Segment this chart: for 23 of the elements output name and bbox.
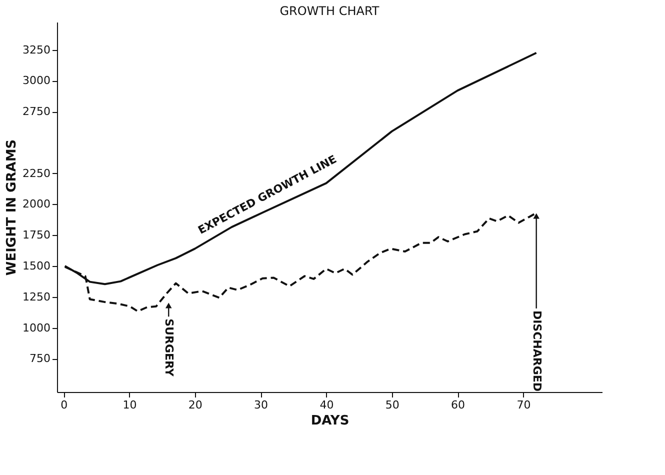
x-tick-label: 60 [451,398,466,412]
y-tick-label: 2000 [22,198,50,211]
y-tick-label: 3250 [22,43,50,56]
y-tick-label: 2250 [22,166,50,180]
y-tick-label: 2750 [22,105,50,118]
x-tick-label: 0 [60,398,68,412]
y-tick-label: 1250 [22,290,50,304]
x-tick-label: 10 [122,398,137,412]
y-tick-label: 3000 [22,74,50,88]
x-tick-label: 30 [254,398,268,412]
chart-title: GROWTH CHART [280,4,380,18]
y-axis-title: WEIGHT IN GRAMS [4,139,20,276]
annotation: DISCHARGED [530,310,544,392]
x-axis-title: DAYS [310,414,350,428]
y-tick-label: 1000 [22,321,50,334]
x-tick-label: 70 [516,398,531,412]
x-tick-label: 40 [320,398,334,412]
x-tick-label: 50 [385,398,400,412]
y-tick-label: 1750 [22,228,50,242]
annotation: SURGERY [162,318,176,378]
y-tick-label: 750 [30,352,50,366]
x-tick-label: 20 [188,398,202,412]
y-tick-label: 1500 [22,259,50,272]
